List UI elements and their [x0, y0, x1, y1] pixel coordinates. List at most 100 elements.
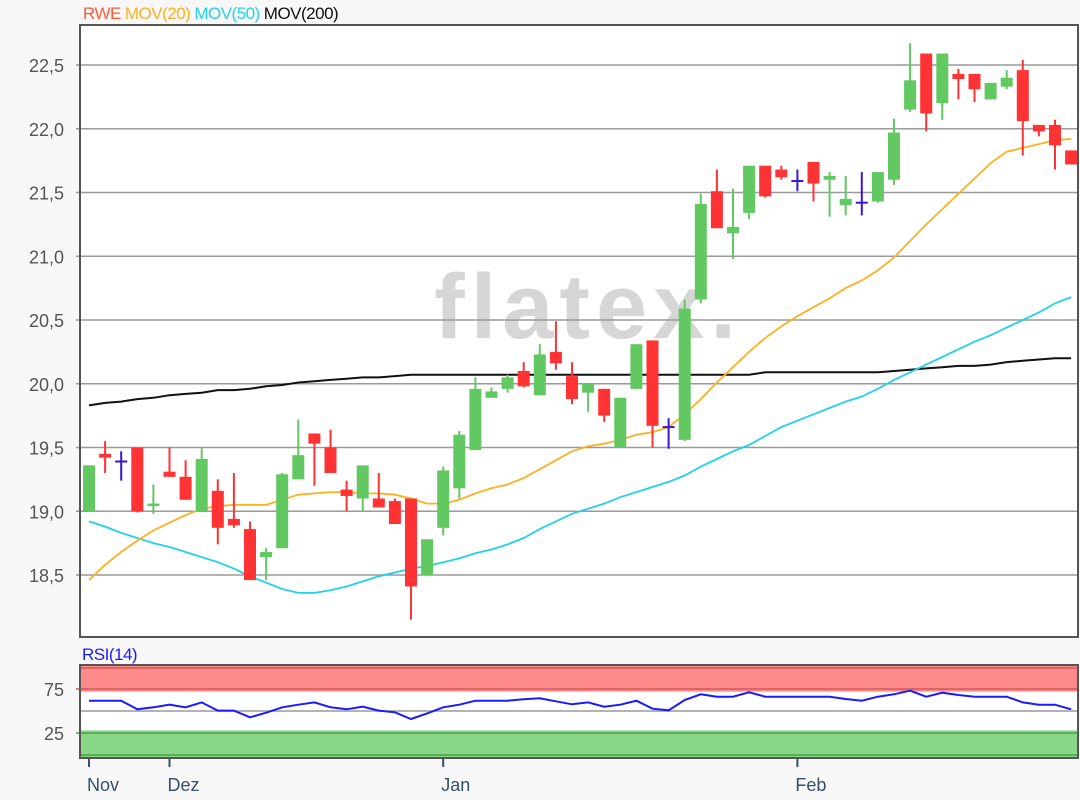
candle-body — [727, 226, 739, 234]
candle — [179, 460, 192, 500]
candle — [839, 175, 852, 216]
candle-body — [743, 165, 756, 213]
candle-body — [211, 490, 224, 528]
y-tick-label: 21,5 — [29, 184, 64, 204]
candle — [211, 479, 224, 545]
rsi-border — [79, 664, 1079, 759]
candle — [115, 451, 128, 481]
candle — [662, 418, 675, 449]
candle — [630, 344, 643, 389]
candle-body — [99, 453, 112, 458]
candle-body — [549, 351, 562, 364]
candle-body — [517, 371, 530, 387]
candle — [1016, 59, 1029, 156]
candle — [485, 387, 498, 398]
candle — [405, 498, 417, 620]
plot-border — [79, 24, 1079, 638]
candle-body — [469, 388, 482, 451]
candle — [260, 548, 273, 581]
y-tick-label: 19,0 — [29, 502, 64, 522]
candle-body — [823, 175, 836, 180]
ma-line-mov20 — [88, 138, 1072, 581]
candle-body — [566, 376, 578, 400]
candle-body — [324, 447, 337, 473]
rsi-title: RSI(14) — [82, 645, 138, 664]
candle-body — [646, 340, 659, 426]
candle — [356, 465, 369, 512]
candle-body — [1032, 124, 1045, 132]
x-axis: Nov Dez Jan Feb — [87, 759, 826, 795]
x-tick-label: Jan — [441, 775, 470, 795]
candle — [775, 165, 788, 180]
candle-body — [871, 172, 884, 202]
candle — [566, 362, 578, 405]
candle — [324, 429, 337, 473]
candle-body — [1049, 124, 1061, 146]
candle-body — [421, 539, 434, 575]
candle-body — [1000, 77, 1013, 87]
candle-body — [968, 73, 981, 90]
x-tick-label: Dez — [168, 775, 200, 795]
candle-body — [920, 53, 933, 114]
y-tick-label: 22,0 — [29, 120, 64, 140]
overbought-band — [80, 665, 1078, 692]
candle — [678, 299, 691, 442]
candle-body — [485, 391, 498, 398]
candle-body — [614, 397, 627, 448]
candle — [1032, 124, 1045, 137]
candle-body — [244, 529, 256, 581]
candle-body — [598, 388, 611, 416]
candle-body — [292, 455, 305, 480]
candle — [163, 447, 176, 477]
candle-body — [710, 191, 723, 229]
candle — [694, 193, 707, 304]
candle — [469, 377, 482, 451]
y-tick-label: 22,5 — [29, 56, 64, 76]
candle — [871, 172, 884, 203]
candle-body — [388, 501, 401, 524]
candle-body — [340, 489, 353, 496]
candle — [614, 397, 627, 448]
candle-body — [83, 465, 95, 512]
candle-body — [372, 498, 385, 508]
legend-rwe: RWE — [83, 4, 121, 23]
price-panel: flatex.22,522,021,521,020,520,019,519,01… — [29, 24, 1079, 638]
legend-mov20: MOV(20) — [124, 4, 191, 23]
oversold-band — [80, 730, 1078, 758]
ma-line-mov200 — [88, 357, 1072, 407]
candle — [147, 484, 160, 514]
candle — [437, 466, 450, 536]
candle — [131, 447, 144, 513]
candle-body — [437, 470, 450, 528]
candle-body — [195, 458, 208, 512]
candle — [517, 362, 530, 388]
candle-body — [678, 308, 691, 440]
candle — [727, 188, 739, 259]
y-tick-label: 20,5 — [29, 311, 64, 331]
candle — [372, 473, 385, 508]
rsi-line — [89, 689, 1072, 721]
candle-body — [759, 165, 772, 197]
legend-mov50: MOV(50) — [194, 4, 260, 23]
candle — [759, 165, 772, 198]
y-tick-label: 19,5 — [29, 439, 64, 459]
candle — [646, 340, 659, 448]
rsi-tick-label: 25 — [44, 724, 64, 744]
candle-body — [888, 132, 900, 180]
candle-body — [936, 53, 949, 104]
x-tick-label: Nov — [87, 775, 119, 795]
candle — [936, 53, 949, 120]
candle — [549, 321, 562, 370]
candle — [276, 473, 289, 549]
candle-body — [131, 447, 144, 512]
candle-body — [260, 552, 273, 558]
candle — [710, 169, 723, 229]
candle-body — [839, 198, 852, 206]
candle — [598, 388, 611, 422]
candle — [292, 419, 305, 480]
candle-body — [501, 377, 514, 389]
candle-body — [276, 474, 289, 549]
candle-body — [147, 503, 160, 507]
candle-body — [904, 80, 917, 110]
candle-body — [775, 169, 788, 178]
